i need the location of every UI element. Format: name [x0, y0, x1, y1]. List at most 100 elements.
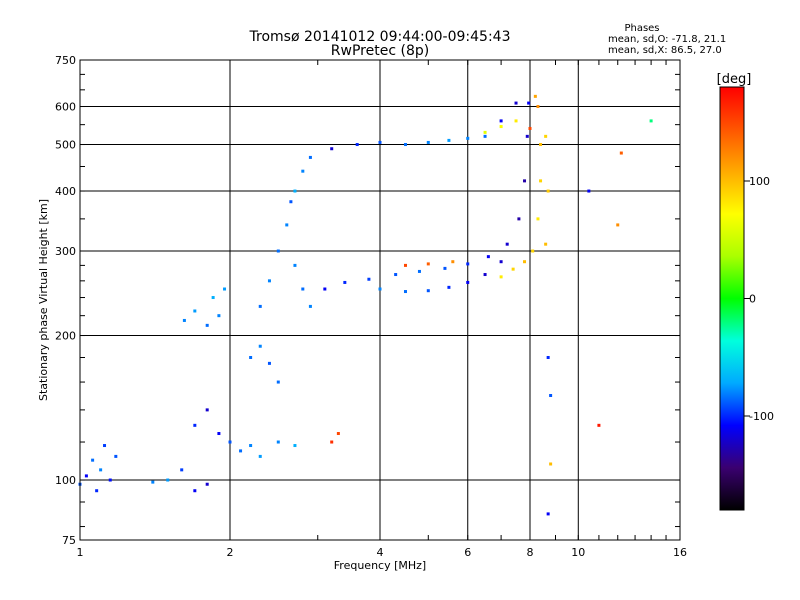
x-tick-label: 1: [77, 546, 84, 559]
echo-point: [536, 105, 540, 109]
echo-point: [258, 344, 262, 348]
colorbar-tick-label: 100: [749, 175, 770, 188]
echo-point: [619, 151, 623, 155]
echo-point: [544, 242, 548, 246]
y-tick-label: 400: [55, 185, 76, 198]
echo-point: [531, 249, 535, 253]
x-axis-ticks: 1 2 4 6 8 10 16: [77, 60, 687, 559]
echo-point: [205, 408, 209, 412]
echo-point: [426, 289, 430, 293]
y-tick-label: 200: [55, 330, 76, 343]
echo-point: [417, 269, 421, 273]
data-points: [78, 94, 653, 516]
echo-point: [499, 275, 503, 279]
echo-point: [525, 134, 529, 138]
echo-point: [289, 200, 293, 204]
echo-point: [378, 287, 382, 291]
echo-point: [343, 280, 347, 284]
echo-point: [447, 138, 451, 142]
echo-point: [108, 478, 112, 482]
echo-point: [228, 440, 232, 444]
echo-point: [514, 101, 518, 105]
echo-point: [330, 440, 334, 444]
echo-point: [378, 140, 382, 144]
echo-point: [285, 223, 289, 227]
echo-point: [239, 449, 243, 453]
echo-point: [443, 266, 447, 270]
echo-point: [205, 482, 209, 486]
echo-point: [426, 140, 430, 144]
echo-point: [267, 361, 271, 365]
echo-point: [466, 262, 470, 266]
echo-point: [84, 474, 88, 478]
echo-point: [517, 217, 521, 221]
echo-point: [211, 296, 215, 300]
x-tick-label: 8: [527, 546, 534, 559]
echo-point: [114, 454, 118, 458]
echo-point: [249, 355, 253, 359]
x-tick-label: 2: [227, 546, 234, 559]
phases-x-stats: mean, sd,X: 86.5, 27.0: [608, 45, 722, 56]
echo-point: [511, 267, 515, 271]
y-tick-label: 300: [55, 245, 76, 258]
x-tick-label: 10: [571, 546, 585, 559]
echo-point: [499, 119, 503, 123]
echo-point: [533, 94, 537, 98]
echo-point: [536, 217, 540, 221]
echo-point: [616, 223, 620, 227]
echo-point: [466, 136, 470, 140]
echo-point: [205, 323, 209, 327]
echo-point: [546, 355, 550, 359]
echo-point: [193, 489, 197, 493]
echo-point: [258, 304, 262, 308]
colorbar-tick-label: -100: [749, 410, 774, 423]
echo-point: [403, 290, 407, 294]
phases-header: Phases: [624, 23, 659, 34]
echo-point: [91, 458, 95, 462]
echo-point: [528, 126, 532, 130]
chart-title: Tromsø 20141012 09:44:00-09:45:43: [249, 29, 511, 45]
colorbar: [719, 86, 745, 511]
echo-point: [426, 262, 430, 266]
echo-point: [193, 309, 197, 313]
echo-point: [258, 454, 262, 458]
chart-subtitle: RwPretec (8p): [331, 43, 429, 59]
echo-point: [293, 263, 297, 267]
echo-point: [330, 147, 334, 151]
echo-point: [293, 444, 297, 448]
echo-point: [486, 255, 490, 259]
echo-point: [505, 242, 509, 246]
echo-point: [217, 432, 221, 436]
echo-point: [276, 380, 280, 384]
echo-point: [308, 155, 312, 159]
echo-point: [466, 280, 470, 284]
echo-point: [549, 394, 553, 398]
echo-point: [527, 101, 531, 105]
echo-point: [597, 423, 601, 427]
echo-point: [483, 134, 487, 138]
colorbar-tick-label: 0: [749, 293, 756, 306]
echo-point: [223, 287, 227, 291]
x-axis-label: Frequency [MHz]: [334, 559, 426, 572]
echo-point: [523, 179, 527, 183]
echo-point: [447, 285, 451, 289]
echo-point: [103, 444, 107, 448]
echo-point: [249, 444, 253, 448]
echo-point: [180, 468, 184, 472]
echo-point: [546, 189, 550, 193]
echo-point: [301, 169, 305, 173]
y-tick-label: 600: [55, 101, 76, 114]
echo-point: [301, 287, 305, 291]
y-axis-ticks: 75 100 200 300 400 500 600 750: [55, 54, 680, 547]
y-tick-label: 100: [55, 474, 76, 487]
echo-point: [523, 260, 527, 264]
echo-point: [308, 304, 312, 308]
echo-point: [539, 179, 543, 183]
echo-point: [99, 468, 103, 472]
y-tick-label: 750: [55, 54, 76, 67]
echo-point: [323, 287, 327, 291]
x-tick-label: 16: [673, 546, 687, 559]
echo-point: [367, 277, 371, 281]
echo-point: [403, 143, 407, 147]
